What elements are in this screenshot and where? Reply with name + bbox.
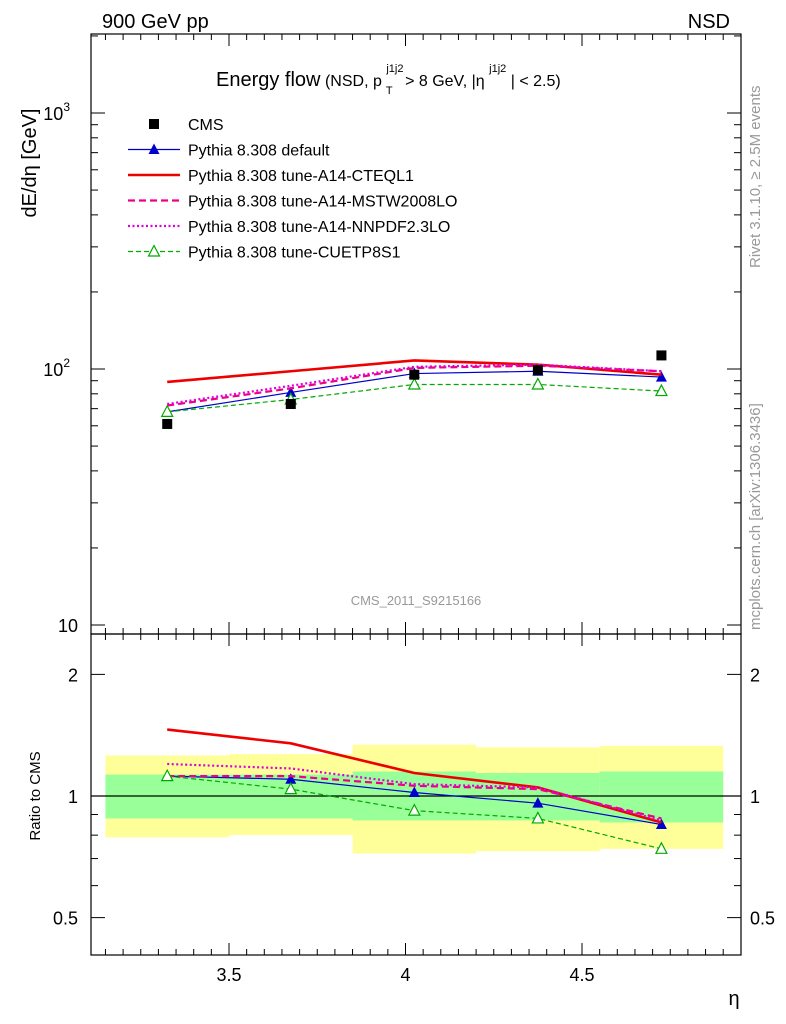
legend-marker [149,119,159,129]
series-5 [160,377,668,854]
title-sub-end: | < 2.5) [511,73,561,90]
ratio-point [655,818,667,830]
axes: 3.5 4 4.5 10 102 103 0.5 0.5 1 1 2 2 [43,33,775,985]
collision-label: 900 GeV pp [102,11,209,33]
legend-label: Pythia 8.308 default [188,143,330,160]
y-tick-label: 103 [43,100,70,124]
data-point [531,377,545,390]
title-sub-sup2: j1j2 [488,63,506,75]
data-point [655,371,667,382]
ratio-point [284,781,298,795]
ratio-point [160,768,174,782]
mcplots-label: mcplots.cern.ch [arXiv:1306.3436] [747,403,764,630]
legend-label: Pythia 8.308 tune-CUETP8S1 [188,245,401,262]
legend-label: Pythia 8.308 tune-A14-MSTW2008LO [188,194,457,211]
x-axis-label: η [728,988,739,1010]
ratio-y-axis-label: Ratio to CMS [27,751,44,840]
ratio-tick-label-right: 2 [750,665,760,685]
legend-label: CMS [188,117,224,134]
x-tick-label: 4.5 [569,965,594,985]
series-line-main [167,359,662,384]
ratio-point [532,797,544,808]
series-4 [167,363,662,822]
data-point [656,350,667,361]
legend-label: Pythia 8.308 tune-A14-NNPDF2.3LO [188,219,450,236]
uncertainty-bands [105,744,724,854]
legend-marker [148,143,160,154]
y-tick-label: 10 [58,616,78,636]
ratio-point [531,811,545,824]
ratio-point [654,841,668,854]
data-point [407,377,421,390]
title-sub-sup: j1j2 [385,63,403,75]
analysis-watermark: CMS_2011_S9215166 [351,593,482,608]
legend-entry: Pythia 8.308 default [128,143,330,160]
data-point [160,404,174,417]
y-tick-label: 102 [43,356,70,380]
ratio-frame [90,633,742,956]
chart-title: Energy flow (NSD, p j1j2 T > 8 GeV, |η j… [216,59,561,98]
legend-marker [147,244,161,257]
legend-entry: Pythia 8.308 tune-A14-NNPDF2.3LO [128,219,450,236]
x-tick-label: 3.5 [216,965,241,985]
data-point [162,418,173,429]
band-inner [599,771,724,823]
data-point [532,365,543,376]
ratio-point [285,773,297,784]
legend-entry: CMS [149,117,224,134]
legend-entry: Pythia 8.308 tune-CUETP8S1 [128,244,401,262]
ratio-point [407,803,421,816]
legend-entry: Pythia 8.308 tune-A14-MSTW2008LO [128,194,457,211]
title-main: Energy flow [216,69,321,91]
rivet-label: Rivet 3.1.10, ≥ 2.5M events [747,86,764,269]
series-line-ratio [167,762,662,822]
series-line-main [167,363,662,406]
legend-entry: Pythia 8.308 tune-A14-CTEQL1 [128,168,414,185]
data-point [285,386,297,397]
title-sub: (NSD, p [325,73,382,90]
ratio-point [408,786,420,798]
y-axis-label: dE/dη [GeV] [19,109,41,218]
legend-label: Pythia 8.308 tune-A14-CTEQL1 [188,168,414,185]
ratio-tick-label-right: 0.5 [750,909,775,929]
series-0 [162,350,667,429]
data-point [285,398,296,409]
series-line-main [167,364,662,407]
title-sub-mid: > 8 GeV, |η [405,73,485,90]
series-curves [160,350,668,854]
x-tick-label: 4 [400,965,410,985]
title-sub-sub: T [386,85,393,97]
legend: CMS Pythia 8.308 default Pythia 8.308 tune… [128,117,457,262]
process-label: NSD [688,11,730,33]
data-point [409,369,420,380]
ratio-tick-label-left: 0.5 [53,909,78,929]
data-point [654,383,668,397]
ratio-tick-label-left: 2 [68,665,78,685]
ratio-tick-label-right: 1 [750,787,760,807]
ratio-tick-label-left: 1 [68,787,78,807]
